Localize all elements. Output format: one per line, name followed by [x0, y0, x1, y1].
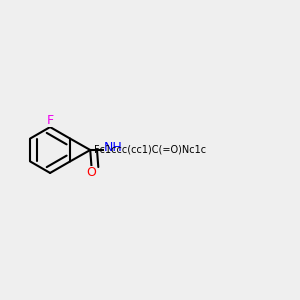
- Text: F: F: [46, 114, 54, 127]
- Text: O: O: [87, 167, 97, 179]
- Text: NH: NH: [104, 141, 123, 154]
- Text: Fc1ccc(cc1)C(=O)Nc1c: Fc1ccc(cc1)C(=O)Nc1c: [94, 145, 206, 155]
